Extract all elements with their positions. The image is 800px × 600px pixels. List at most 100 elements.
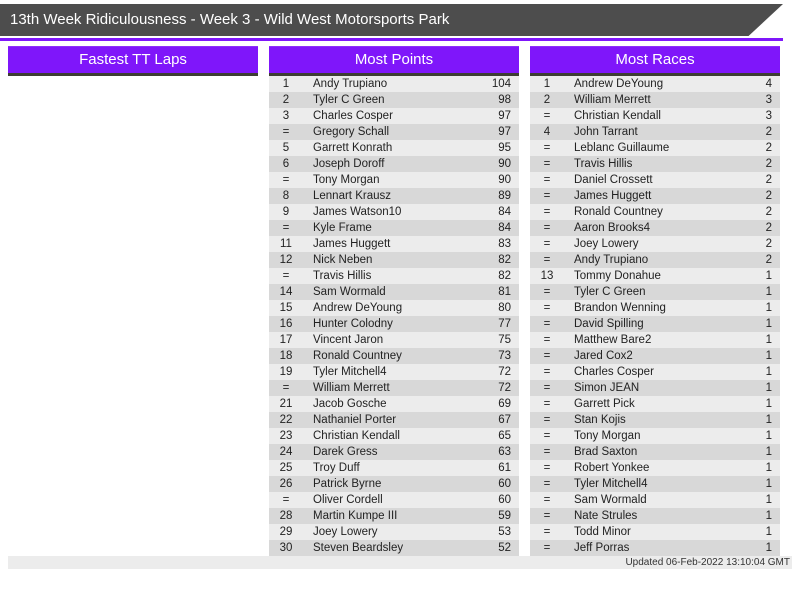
row-driver-name: Jeff Porras [574,542,630,554]
row-driver-name: Andrew DeYoung [574,78,664,90]
updated-timestamp: Updated 06-Feb-2022 13:10:04 GMT [8,556,792,569]
row-position: 9 [282,206,290,218]
table-row: 16 Hunter Colodny 77 [269,316,519,332]
table-row: 24 Darek Gress 63 [269,444,519,460]
row-driver-name: Sam Wormald [313,286,386,298]
row-value: 59 [498,510,511,522]
row-driver-name: James Huggett [574,190,652,202]
table-row: = Jared Cox2 1 [530,348,780,364]
row-position: = [543,142,551,154]
row-value: 61 [498,462,511,474]
page-title: 13th Week Ridiculousness - Week 3 - Wild… [10,11,450,28]
row-position: = [543,414,551,426]
table-row: 3 Charles Cosper 97 [269,108,519,124]
table-row: 25 Troy Duff 61 [269,460,519,476]
table-row: = William Merrett 72 [269,380,519,396]
row-driver-name: Tommy Donahue [574,270,661,282]
row-driver-name: John Tarrant [574,126,638,138]
row-position: = [543,462,551,474]
table-row: = Joey Lowery 2 [530,236,780,252]
row-position: = [282,126,290,138]
row-value: 60 [498,494,511,506]
row-value: 1 [765,462,772,474]
row-position: 12 [279,254,293,266]
row-value: 3 [765,94,772,106]
table-row: = Travis Hillis 2 [530,156,780,172]
row-driver-name: Joey Lowery [313,526,378,538]
row-driver-name: Tyler Mitchell4 [313,366,387,378]
row-driver-name: Joey Lowery [574,238,639,250]
row-value: 1 [765,430,772,442]
row-value: 2 [765,158,772,170]
row-position: = [543,350,551,362]
table-row: = Nate Strules 1 [530,508,780,524]
row-driver-name: Andrew DeYoung [313,302,403,314]
row-driver-name: Joseph Doroff [313,158,385,170]
row-position: = [543,222,551,234]
row-position: = [282,382,290,394]
row-driver-name: Vincent Jaron [313,334,384,346]
table-row: 21 Jacob Gosche 69 [269,396,519,412]
panel-title-most-races: Most Races [530,46,780,76]
table-row: = Brandon Wenning 1 [530,300,780,316]
row-driver-name: Aaron Brooks4 [574,222,651,234]
row-position: 5 [282,142,290,154]
row-driver-name: James Watson10 [313,206,402,218]
row-value: 3 [765,110,772,122]
table-row: 18 Ronald Countney 73 [269,348,519,364]
row-value: 52 [498,542,511,554]
table-row: 19 Tyler Mitchell4 72 [269,364,519,380]
row-value: 80 [498,302,511,314]
row-position: 25 [279,462,293,474]
table-row: = Tony Morgan 1 [530,428,780,444]
table-row: = Ronald Countney 2 [530,204,780,220]
row-driver-name: Leblanc Guillaume [574,142,670,154]
row-value: 97 [498,110,511,122]
row-value: 67 [498,414,511,426]
table-row: = Tony Morgan 90 [269,172,519,188]
row-driver-name: William Merrett [313,382,390,394]
row-position: 15 [279,302,293,314]
row-position: 1 [543,78,551,90]
row-value: 90 [498,158,511,170]
panel-fastest-tt-laps: Fastest TT Laps [8,46,258,556]
table-row: = Todd Minor 1 [530,524,780,540]
row-position: 4 [543,126,551,138]
row-position: = [543,446,551,458]
page-header: 13th Week Ridiculousness - Week 3 - Wild… [0,0,800,41]
row-driver-name: Christian Kendall [313,430,400,442]
row-value: 81 [498,286,511,298]
row-value: 89 [498,190,511,202]
row-driver-name: Tyler Mitchell4 [574,478,648,490]
row-driver-name: Andy Trupiano [574,254,649,266]
row-driver-name: Tony Morgan [574,430,641,442]
row-position: = [543,382,551,394]
table-row: = Oliver Cordell 60 [269,492,519,508]
row-value: 1 [765,398,772,410]
header-accent-rule [0,38,783,41]
row-position: = [282,174,290,186]
table-row: = Stan Kojis 1 [530,412,780,428]
row-value: 1 [765,494,772,506]
table-row: 12 Nick Neben 82 [269,252,519,268]
row-position: 3 [282,110,290,122]
row-driver-name: Lennart Krausz [313,190,391,202]
row-value: 1 [765,270,772,282]
row-position: 14 [279,286,293,298]
row-value: 1 [765,414,772,426]
table-row: 28 Martin Kumpe III 59 [269,508,519,524]
row-position: = [543,302,551,314]
row-driver-name: Nate Strules [574,510,638,522]
row-value: 2 [765,238,772,250]
row-position: = [282,222,290,234]
row-value: 1 [765,382,772,394]
row-value: 77 [498,318,511,330]
row-driver-name: Simon JEAN [574,382,640,394]
row-position: 23 [279,430,293,442]
row-position: 18 [279,350,293,362]
table-row: = Simon JEAN 1 [530,380,780,396]
panel-most-races: Most Races 1 Andrew DeYoung 4 2 William Merr… [530,46,780,556]
row-position: = [543,174,551,186]
table-row: 15 Andrew DeYoung 80 [269,300,519,316]
row-driver-name: Matthew Bare2 [574,334,652,346]
